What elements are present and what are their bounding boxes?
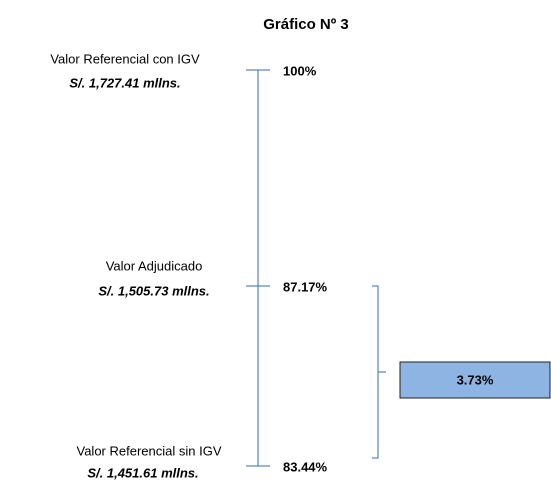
level-label: Valor Referencial con IGV bbox=[50, 51, 200, 66]
difference-box bbox=[399, 361, 551, 399]
level-amount: S/. 1,727.41 mllns. bbox=[69, 75, 180, 90]
level-label: Valor Adjudicado bbox=[106, 258, 203, 273]
bracket bbox=[372, 285, 386, 459]
title: Gráfico Nº 3 bbox=[263, 16, 349, 33]
level-percent: 100% bbox=[283, 63, 317, 78]
level-percent: 87.17% bbox=[283, 279, 328, 294]
level-percent: 83.44% bbox=[283, 459, 328, 474]
level-amount: S/. 1,505.73 mllns. bbox=[98, 283, 209, 298]
difference-label: 3.73% bbox=[457, 372, 494, 387]
level-amount: S/. 1,451.61 mllns. bbox=[87, 465, 198, 480]
level-label: Valor Referencial sin IGV bbox=[77, 443, 222, 458]
